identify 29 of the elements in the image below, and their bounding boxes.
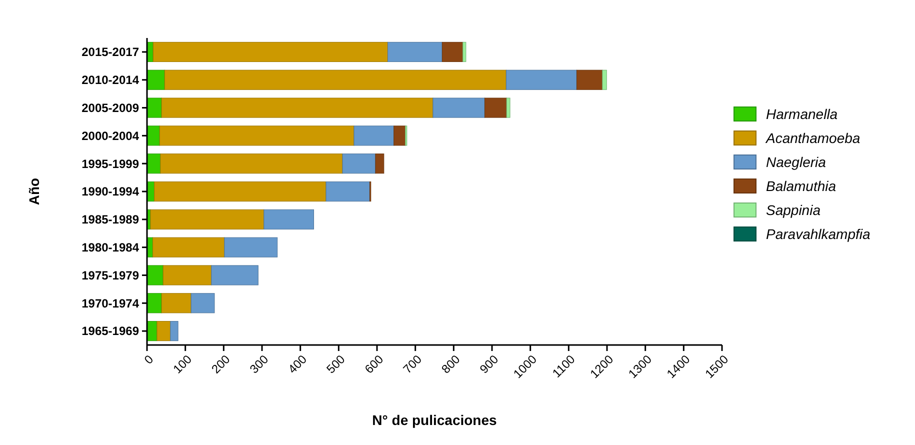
legend-label: Naegleria [766, 154, 826, 170]
legend-label: Sappinia [766, 202, 821, 218]
y-tick-label: 2005-2009 [82, 100, 140, 115]
y-tick-label: 1990-1994 [82, 184, 140, 199]
y-tick-label: 2000-2004 [82, 128, 140, 143]
legend-label: Harmanella [766, 106, 838, 122]
legend-label: Paravahlkampfia [766, 226, 870, 242]
y-tick-label: 1975-1979 [82, 268, 140, 282]
x-tick-label: 600 [362, 352, 386, 376]
y-tick-label: 2010-2014 [82, 73, 140, 88]
y-tick-label: 1985-1989 [82, 212, 140, 227]
x-tick-label: 400 [285, 352, 310, 376]
x-tick-label: 200 [208, 352, 233, 376]
x-tick-label: 700 [400, 352, 425, 376]
x-tick-label: 300 [247, 352, 272, 376]
y-tick-label: 1965-1969 [82, 324, 140, 338]
x-tick-label: 900 [477, 352, 502, 376]
y-tick-label: 1995-1999 [82, 156, 140, 171]
y-axis-title: Año [26, 178, 42, 206]
y-tick-label: 1980-1984 [82, 240, 140, 255]
x-axis-title: N° de pulicaciones [372, 412, 498, 428]
y-tick-label: 1970-1974 [82, 296, 140, 310]
x-tick-label: 0 [141, 352, 156, 367]
legend-label: Acanthamoeba [765, 130, 860, 146]
y-tick-label: 2015-2017 [82, 45, 140, 60]
legend-label: Balamuthia [766, 178, 836, 194]
x-tick-label: 100 [170, 352, 195, 376]
x-tick-label: 800 [438, 352, 463, 376]
x-tick-label: 500 [324, 352, 348, 376]
